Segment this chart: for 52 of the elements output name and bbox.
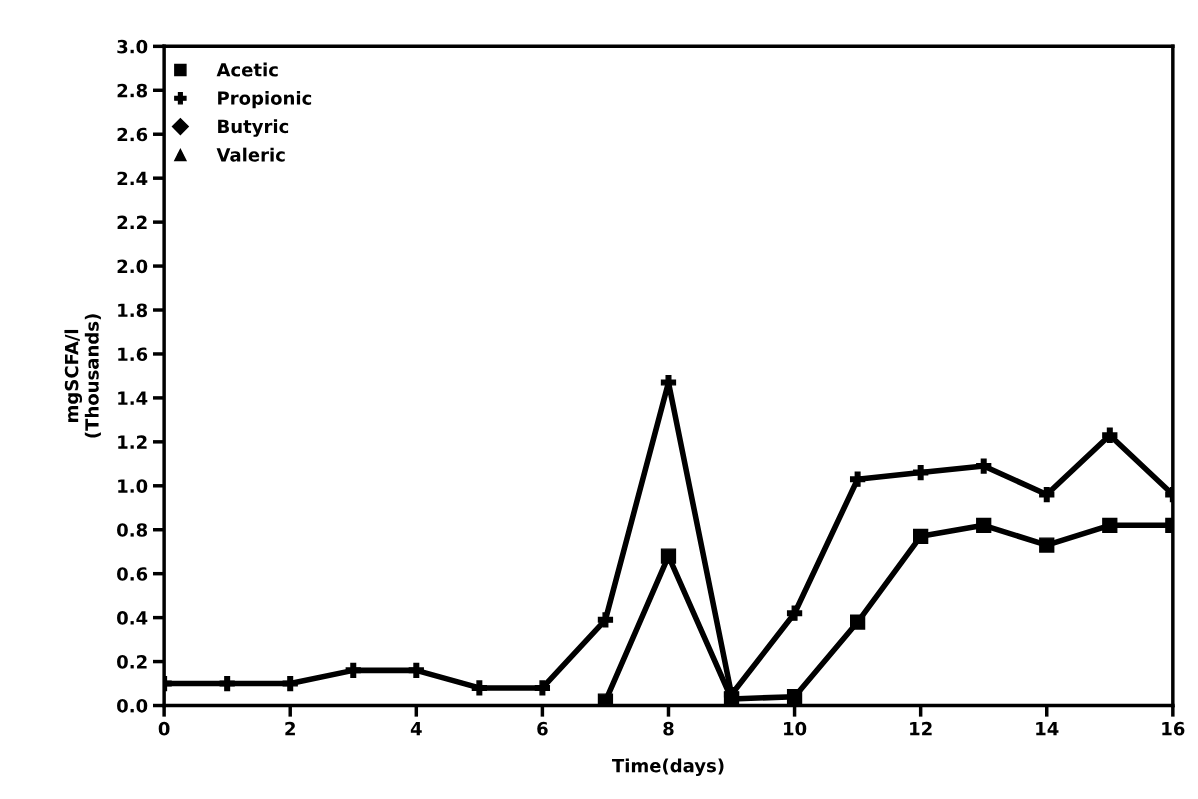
x-axis-title: Time(days): [612, 758, 724, 777]
y-tick-label: 0.0: [117, 698, 148, 713]
x-tick-label: 10: [784, 721, 807, 736]
x-tick-label: 2: [285, 721, 295, 736]
y-axis-title: mgSCFA/l (Thousands): [64, 314, 101, 438]
y-tick-label: 1.6: [118, 347, 148, 362]
x-tick-label: 6: [537, 721, 548, 736]
point: [345, 662, 361, 679]
y-tick-label: 1.2: [118, 435, 147, 449]
x-tick-label: 4: [410, 722, 422, 736]
point: [471, 680, 487, 696]
legend-label: Acetic: [216, 62, 278, 77]
point: [1039, 486, 1055, 503]
y-tick-label: 0.6: [117, 567, 148, 581]
x-tick-label: 0: [158, 721, 170, 736]
y-tick-label: 2.6: [117, 127, 148, 142]
x-tick-label: 8: [663, 721, 674, 736]
legend-label: Butyric: [218, 119, 289, 137]
point: [1102, 517, 1118, 533]
legend-label: Valeric: [216, 147, 285, 162]
y-tick-label: 2.4: [117, 171, 148, 186]
point: [282, 675, 298, 692]
y-tick-label: 0.2: [117, 655, 147, 669]
x-tick-label: 12: [910, 721, 932, 736]
x-tick-label: 14: [1036, 722, 1059, 736]
point: [1102, 427, 1118, 443]
y-tick-label: 0.8: [117, 523, 148, 537]
point: [913, 464, 929, 481]
y-tick-label: 3.0: [117, 39, 148, 54]
point: [786, 605, 803, 621]
point: [660, 548, 677, 564]
point: [219, 675, 235, 692]
point: [597, 612, 614, 628]
point: [849, 614, 866, 630]
point: [976, 517, 992, 533]
point: [408, 662, 424, 679]
legend-label: Propionic: [218, 90, 312, 109]
x-tick-label: 16: [1162, 721, 1185, 736]
point: [534, 680, 551, 696]
y-tick-label: 2.8: [117, 83, 148, 98]
y-tick-label: 2.0: [117, 259, 148, 274]
y-tick-label: 1.4: [118, 391, 148, 405]
point: [597, 693, 614, 706]
point: [786, 689, 803, 705]
point: [913, 528, 929, 544]
point: [1039, 537, 1055, 553]
point: [849, 471, 866, 487]
y-tick-label: 1.0: [118, 479, 148, 493]
y-tick-label: 0.4: [117, 611, 148, 625]
point: [976, 458, 992, 474]
y-tick-label: 1.8: [118, 303, 148, 318]
y-tick-label: 2.2: [117, 215, 147, 229]
